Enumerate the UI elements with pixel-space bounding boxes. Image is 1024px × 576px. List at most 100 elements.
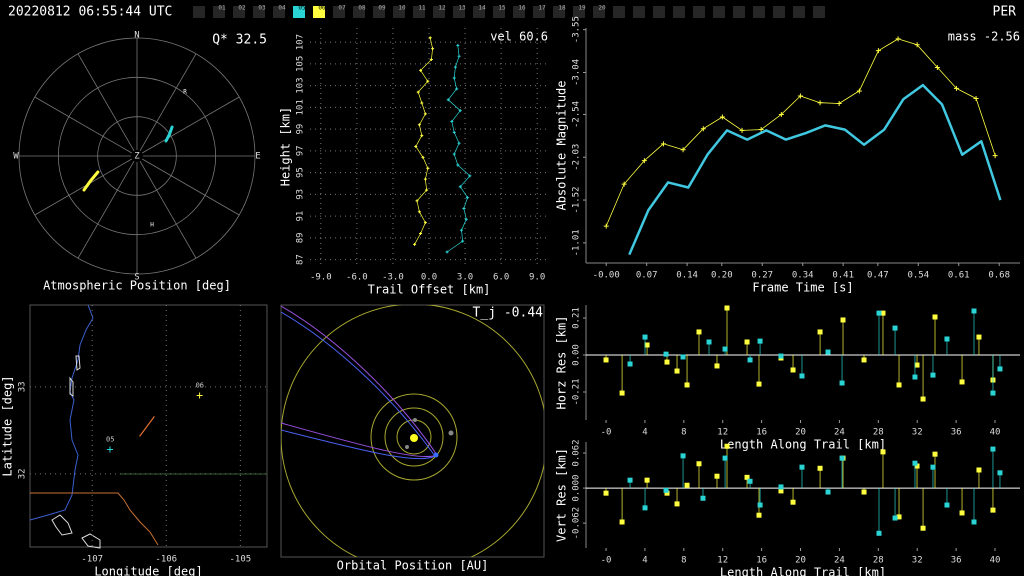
planet — [448, 430, 454, 436]
x-axis-label: Length Along Trail [km] — [720, 438, 886, 452]
y-tick-label: 0.21 — [572, 307, 582, 329]
point — [423, 221, 427, 225]
y-tick-label: -1.52 — [572, 187, 582, 214]
spoke — [34, 96, 133, 154]
station-label: 20 — [598, 5, 606, 12]
point — [641, 158, 647, 164]
residual-point — [920, 525, 926, 531]
residual-point — [892, 325, 898, 331]
point — [468, 174, 472, 178]
direction-label: W — [13, 152, 19, 162]
station-label: 13 — [458, 5, 466, 12]
station-label: 18 — [558, 5, 566, 12]
residual-point — [880, 310, 886, 316]
station-label: 03 — [258, 5, 266, 12]
orbit-ring — [384, 407, 444, 467]
x-tick-label: 0.27 — [751, 271, 773, 281]
planet — [413, 418, 417, 422]
point — [603, 223, 609, 229]
timestamp: 20220812 06:55:44 UTC — [8, 5, 172, 20]
track — [82, 170, 100, 192]
x-tick-label: 28 — [873, 428, 884, 438]
orbit-ring — [370, 393, 458, 481]
ground-track — [139, 416, 155, 437]
x-tick-label: 3.0 — [457, 273, 473, 283]
residual-point — [664, 490, 670, 496]
meteoroid-orbit — [281, 305, 438, 458]
point — [431, 47, 435, 51]
x-tick-label: 0.54 — [907, 271, 929, 281]
station-label: 09 — [378, 5, 386, 12]
x-tick-label: 0.61 — [948, 271, 970, 281]
x-tick-label: 0.47 — [867, 271, 889, 281]
x-tick-label: 32 — [912, 428, 923, 438]
y-tick-label: 97 — [296, 145, 306, 156]
point — [446, 98, 450, 102]
residual-point — [896, 514, 902, 520]
spoke — [34, 158, 133, 216]
zenith-label: Z — [134, 152, 140, 162]
direction-label: S — [134, 273, 139, 283]
station-box — [333, 6, 345, 18]
x-axis-label: Frame Time [s] — [752, 281, 853, 295]
point — [934, 64, 940, 70]
point — [456, 43, 460, 47]
x-tick-label: 0.41 — [832, 271, 854, 281]
x-axis-label: Length Along Trail [km] — [720, 566, 886, 576]
point — [414, 145, 418, 148]
y-tick-label: 0.00 — [572, 344, 582, 366]
x-tick-label: 12 — [717, 556, 728, 566]
point — [450, 119, 454, 123]
point — [992, 153, 998, 159]
point — [428, 36, 432, 40]
y-tick-label: 91 — [296, 211, 306, 222]
point — [660, 141, 666, 147]
point — [426, 79, 430, 83]
point — [425, 188, 429, 192]
station-label: 12 — [438, 5, 446, 12]
station-label: 15 — [498, 5, 506, 12]
residual-point — [944, 502, 950, 508]
residual-point — [930, 464, 936, 470]
residual-point — [680, 354, 686, 360]
orbit-diagram — [280, 304, 545, 558]
x-tick-label: 36 — [951, 428, 962, 438]
station-box — [533, 6, 545, 18]
annotation: mass -2.56 — [948, 30, 1020, 44]
spoke — [141, 158, 240, 216]
point — [445, 250, 449, 254]
station-label: 19 — [578, 5, 586, 12]
residual-point — [840, 317, 846, 323]
point — [817, 100, 823, 106]
y-tick-label: -3.04 — [572, 59, 582, 86]
x-tick-label: -105 — [229, 555, 251, 565]
x-tick-label: 40 — [990, 556, 1001, 566]
station-label: 06 — [196, 382, 204, 390]
x-tick-label: -0 — [601, 556, 612, 566]
point — [421, 155, 425, 159]
station-box — [413, 6, 425, 18]
point — [429, 58, 433, 62]
point — [458, 185, 462, 189]
station-box — [733, 6, 745, 18]
residual-point — [756, 512, 762, 518]
residual-point — [861, 489, 867, 495]
track — [164, 125, 174, 143]
residual-point — [932, 451, 938, 457]
x-tick-label: 24 — [834, 556, 845, 566]
y-axis-label: Vert Res [km] — [555, 448, 569, 542]
residual-point — [744, 339, 750, 345]
y-tick-label: 93 — [296, 189, 306, 200]
y-tick-label: 103 — [296, 77, 306, 93]
point — [458, 109, 462, 113]
x-tick-label: -0.00 — [593, 271, 620, 281]
point — [420, 134, 424, 138]
point — [758, 127, 764, 133]
x-tick-label: 4 — [642, 556, 647, 566]
point — [856, 88, 862, 94]
station-box — [493, 6, 505, 18]
residual-point — [876, 530, 882, 536]
station-box — [313, 6, 325, 18]
point — [417, 210, 421, 214]
